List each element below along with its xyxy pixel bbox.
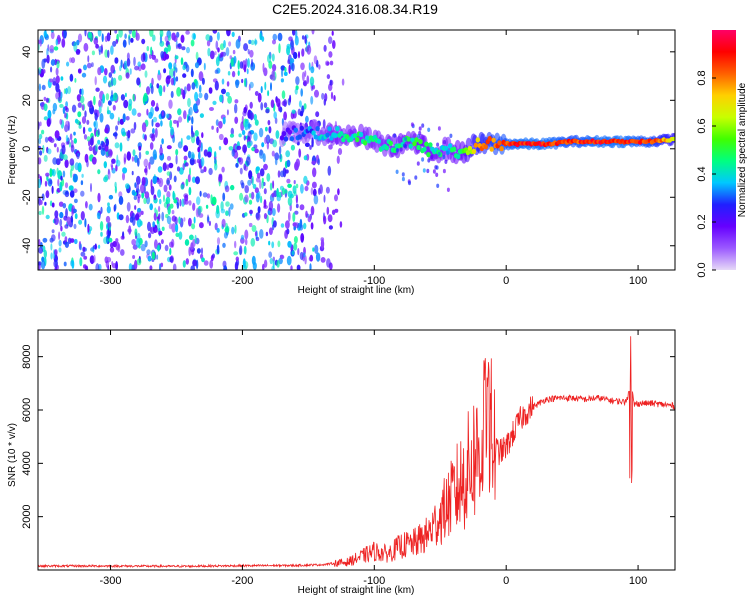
snr-y-ticks: 2000 4000 6000 8000 bbox=[21, 344, 675, 529]
x-tick-label: -100 bbox=[363, 275, 385, 287]
y-tick-label: -40 bbox=[21, 238, 33, 254]
y-tick-label: 6000 bbox=[21, 398, 33, 422]
snr-x-ticks: -300 -200 -100 0 100 bbox=[100, 330, 647, 587]
figure-title: C2E5.2024.316.08.34.R19 bbox=[272, 1, 438, 17]
spectrogram-noise-speckles bbox=[38, 30, 345, 270]
y-tick-label: 4000 bbox=[21, 451, 33, 475]
spectrogram-x-ticks: -300 -200 -100 0 100 bbox=[100, 30, 647, 287]
colorbar-tick-label: 0.8 bbox=[696, 70, 708, 85]
x-tick-label: -200 bbox=[231, 275, 253, 287]
spectrogram-frame bbox=[37, 29, 676, 271]
x-tick-label: 0 bbox=[503, 275, 509, 287]
snr-series-line bbox=[38, 336, 675, 569]
spectrogram-y-axis-label: Frequency (Hz) bbox=[7, 116, 18, 185]
spectrogram-y-ticks: -40 -20 0 20 40 bbox=[21, 46, 675, 254]
colorbar: 0.0 0.2 0.4 0.6 0.8 Normalized spectral ampl… bbox=[696, 30, 748, 278]
colorbar-tick-label: 0.4 bbox=[696, 166, 708, 181]
spectrogram-ridge bbox=[279, 119, 675, 192]
colorbar-ticks: 0.0 0.2 0.4 0.6 0.8 bbox=[696, 70, 716, 278]
x-tick-label: -300 bbox=[100, 275, 122, 287]
y-tick-label: 20 bbox=[21, 94, 33, 106]
x-tick-label: 100 bbox=[629, 575, 647, 587]
snr-panel: -300 -200 -100 0 100 2000 4000 6000 8000 Height… bbox=[7, 329, 676, 596]
colorbar-label: Normalized spectral amplitude bbox=[737, 82, 748, 217]
colorbar-tick-label: 0.2 bbox=[696, 214, 708, 229]
y-tick-label: 2000 bbox=[21, 504, 33, 528]
x-tick-label: -100 bbox=[363, 575, 385, 587]
x-tick-label: 100 bbox=[629, 275, 647, 287]
colorbar-tick-label: 0.0 bbox=[696, 262, 708, 277]
x-tick-label: 0 bbox=[503, 575, 509, 587]
y-tick-label: 8000 bbox=[21, 344, 33, 368]
spectrogram-plot-area bbox=[38, 30, 675, 270]
x-tick-label: -300 bbox=[100, 575, 122, 587]
colorbar-gradient bbox=[712, 30, 736, 270]
y-tick-label: -20 bbox=[21, 189, 33, 205]
x-tick-label: -200 bbox=[231, 575, 253, 587]
y-tick-label: 0 bbox=[21, 146, 33, 152]
colorbar-tick-label: 0.6 bbox=[696, 118, 708, 133]
snr-y-axis-label: SNR (10 * v/v) bbox=[7, 423, 18, 487]
snr-x-axis-label: Height of straight line (km) bbox=[298, 585, 415, 596]
spectrogram-x-axis-label: Height of straight line (km) bbox=[298, 285, 415, 296]
y-tick-label: 40 bbox=[21, 46, 33, 58]
snr-frame bbox=[37, 329, 676, 571]
